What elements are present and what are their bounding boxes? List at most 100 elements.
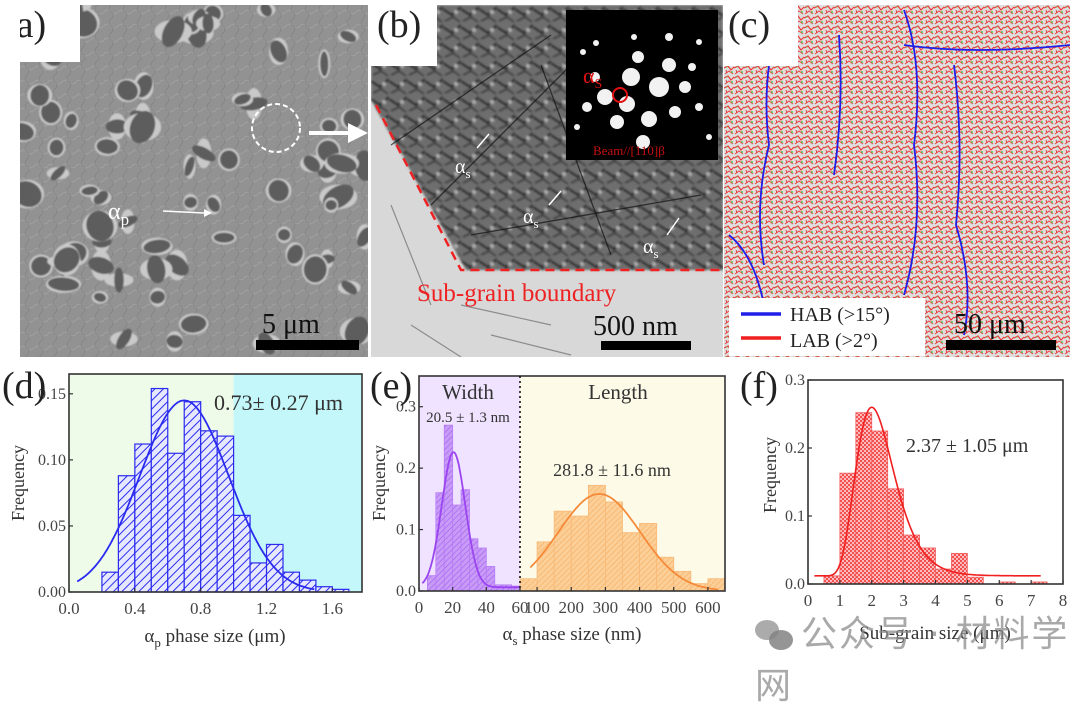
y-tick-label: 0.15 [38,386,66,403]
scale-bar-label: 500 nm [593,311,678,342]
f-bar [855,412,873,585]
alpha-s-label-1: αs [455,156,471,181]
d-bar [150,387,169,593]
x-tick-label: 400 [627,598,653,617]
d-bar [101,571,119,593]
x-tick-label: 0.8 [190,599,211,618]
f-bar [871,430,889,585]
beam-direction-label: Beam//[110]β [593,143,665,158]
f-bar [951,553,968,585]
histogram-charts: 0.0 0.4 0.8 1.2 1.6 0.00 0.05 0.10 0.15 0.73± 0.… [2,365,1067,650]
y-tick-label: 0.3 [785,372,805,389]
x-tick-label: 1.2 [256,599,277,618]
y-tick-label: 0.05 [38,518,66,535]
panel-a-sem-image: αp 5 μm (a) [20,5,368,357]
x-tick-label: 40 [478,598,495,617]
watermark: 公众号 · 材料学网 [755,614,1070,707]
e-length-bar [605,501,623,592]
f-fit-curve [814,406,1041,577]
x-tick-label: 1.6 [322,599,343,618]
legend-hab-label: HAB (>15°) [790,304,890,326]
e-width-bar [435,492,445,592]
y-tick-label: 0.2 [785,440,805,457]
alpha-s-label-3: αs [643,236,659,261]
d-xlabel: αp phase size (μm) [144,626,285,650]
legend-lab-label: LAB (>2°) [790,330,878,352]
f-bar [966,576,984,585]
y-tick-label: 0.1 [785,508,805,525]
d-axes-frame [68,373,363,593]
x-tick-label: 0.4 [124,599,146,618]
d-bar [167,452,185,593]
scale-bar [256,340,359,350]
x-tick-label: 100 [524,598,550,617]
f-bar [823,575,841,585]
x-tick-label: 200 [559,598,585,617]
x-tick-label: 0.0 [58,599,79,618]
panel-label-c: (c) [724,5,798,66]
x-tick-label: 8 [1059,591,1068,610]
e-length-bar [570,515,589,592]
sub-grain-boundary-line [374,104,723,272]
d-bar [249,562,268,593]
inset-alpha-s-label: αS [583,63,602,92]
e-width-title: Width [442,380,494,404]
panel-c-ebsd-image: HAB (>15°) LAB (>2°) 50 μm (c) [724,5,1070,357]
diffraction-inset: αS Beam//[110]β [566,10,718,160]
x-tick-label: 20 [444,598,461,617]
x-tick-label: 300 [593,598,619,617]
d-background-region [233,374,362,592]
e-length-bar [519,578,538,592]
wechat-icon [755,620,795,652]
f-bar [919,547,936,585]
chart-f: 0 1 2 3 4 5 6 7 8 0.0 0.1 0.2 0.3 2.37 ± 1.05 μm Fre… [740,365,1067,644]
e-length-fit-curve [529,493,719,591]
d-bar [233,514,251,593]
arrow-icon [309,123,368,143]
e-length-title: Length [588,380,648,404]
x-tick-label: 60 [512,598,529,617]
chart-d: 0.0 0.4 0.8 1.2 1.6 0.00 0.05 0.10 0.15 0.73± 0.… [2,365,363,650]
alpha-s-label-2: αs [523,206,539,231]
sem-micrograph: αp 5 μm [20,5,368,357]
d-ylabel: Frequency [8,445,28,521]
x-tick-label: 4 [931,591,940,610]
d-gaussian-fit-curve [76,399,315,591]
e-width-bar [452,504,462,592]
tem-micrograph: αS Beam//[110]β αs αs αs Sub-grain bound… [371,5,723,357]
e-width-fit-curve [421,451,520,589]
e-width-annotation: 20.5 ± 1.3 nm [426,410,510,426]
panel-label-d: (d) [2,365,46,407]
e-length-bar [587,484,606,592]
y-tick-label: 0.00 [38,584,66,601]
e-length-annotation: 281.8 ± 11.6 nm [553,460,671,480]
scale-bar [601,341,691,350]
panel-label-e: (e) [370,365,412,407]
e-width-bar [427,575,437,592]
d-bar [200,430,218,593]
x-tick-label: 3 [899,591,908,610]
e-width-bar [443,424,454,592]
y-tick-label: 0.3 [396,399,416,416]
x-tick-label: 2 [868,591,877,610]
f-ylabel: Frequency [760,437,780,513]
scale-bar [946,340,1056,350]
hab-boundaries [728,9,1070,336]
x-tick-label: 7 [1027,591,1036,610]
alpha-p-label: αp [108,199,129,229]
d-bar [183,401,202,593]
y-tick-label: 0.1 [396,522,416,539]
y-tick-label: 0.0 [396,583,416,600]
x-tick-label: 1 [836,591,845,610]
y-tick-label: 0.0 [785,576,805,593]
e-length-bar [553,510,572,592]
x-tick-label: 6 [995,591,1004,610]
y-tick-label: 0.2 [396,460,416,477]
scale-bar-label: 5 μm [262,309,320,340]
d-annotation: 0.73± 0.27 μm [214,390,343,415]
y-tick-label: 0.10 [38,452,66,469]
e-axes-frame [418,375,726,592]
e-length-bar [656,556,675,592]
e-length-bar [622,532,640,592]
